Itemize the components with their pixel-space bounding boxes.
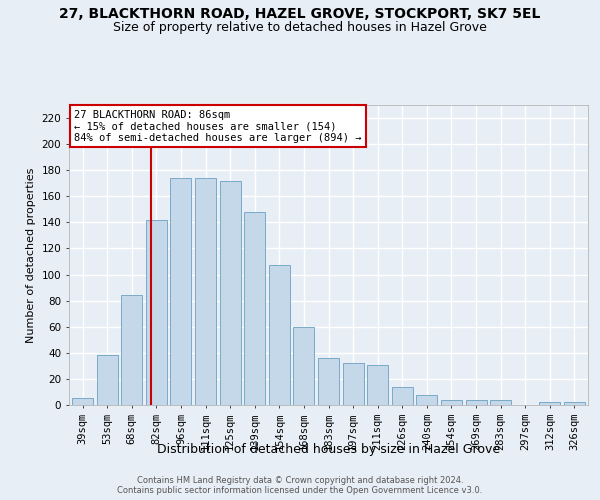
Bar bbox=[269, 266, 290, 405]
Text: Contains HM Land Registry data © Crown copyright and database right 2024.
Contai: Contains HM Land Registry data © Crown c… bbox=[118, 476, 482, 495]
Bar bbox=[343, 364, 364, 405]
Bar bbox=[441, 400, 462, 405]
Bar bbox=[220, 180, 241, 405]
Bar bbox=[244, 212, 265, 405]
Bar bbox=[318, 358, 339, 405]
Bar bbox=[293, 326, 314, 405]
Bar bbox=[97, 356, 118, 405]
Bar bbox=[72, 398, 93, 405]
Bar bbox=[367, 364, 388, 405]
Bar bbox=[392, 386, 413, 405]
Bar bbox=[466, 400, 487, 405]
Bar bbox=[490, 400, 511, 405]
Bar bbox=[416, 394, 437, 405]
Text: 27, BLACKTHORN ROAD, HAZEL GROVE, STOCKPORT, SK7 5EL: 27, BLACKTHORN ROAD, HAZEL GROVE, STOCKP… bbox=[59, 8, 541, 22]
Y-axis label: Number of detached properties: Number of detached properties bbox=[26, 168, 36, 342]
Bar bbox=[195, 178, 216, 405]
Bar bbox=[539, 402, 560, 405]
Bar bbox=[121, 296, 142, 405]
Bar bbox=[170, 178, 191, 405]
Text: Size of property relative to detached houses in Hazel Grove: Size of property relative to detached ho… bbox=[113, 21, 487, 34]
Bar bbox=[564, 402, 585, 405]
Text: 27 BLACKTHORN ROAD: 86sqm
← 15% of detached houses are smaller (154)
84% of semi: 27 BLACKTHORN ROAD: 86sqm ← 15% of detac… bbox=[74, 110, 362, 142]
Text: Distribution of detached houses by size in Hazel Grove: Distribution of detached houses by size … bbox=[157, 442, 500, 456]
Bar bbox=[146, 220, 167, 405]
